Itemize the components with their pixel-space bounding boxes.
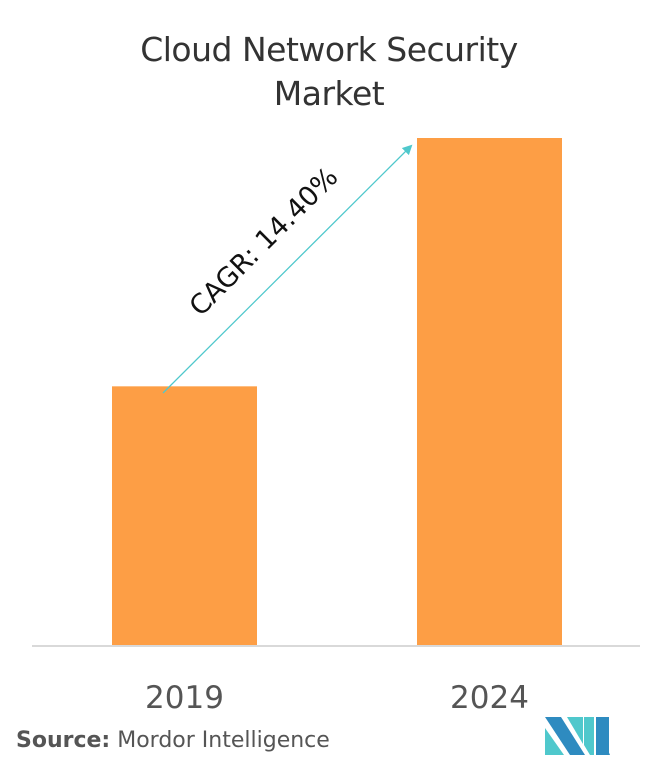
title-line-1: Cloud Network Security bbox=[140, 30, 518, 69]
mordor-logo-icon bbox=[545, 717, 610, 755]
source-text: Mordor Intelligence bbox=[117, 728, 330, 753]
cagr-label: CAGR: 14.40% bbox=[184, 162, 345, 323]
x-tick-label-2019: 2019 bbox=[145, 680, 224, 716]
source-note: Source: Mordor Intelligence bbox=[16, 728, 330, 753]
cagr-arrow bbox=[162, 144, 413, 394]
bar-2024 bbox=[417, 138, 562, 645]
title-line-2: Market bbox=[273, 74, 385, 113]
x-tick-label-2024: 2024 bbox=[450, 680, 529, 716]
source-label: Source: bbox=[16, 728, 111, 753]
chart-title: Cloud Network Security Market bbox=[0, 28, 658, 116]
bar-2019 bbox=[112, 386, 257, 645]
